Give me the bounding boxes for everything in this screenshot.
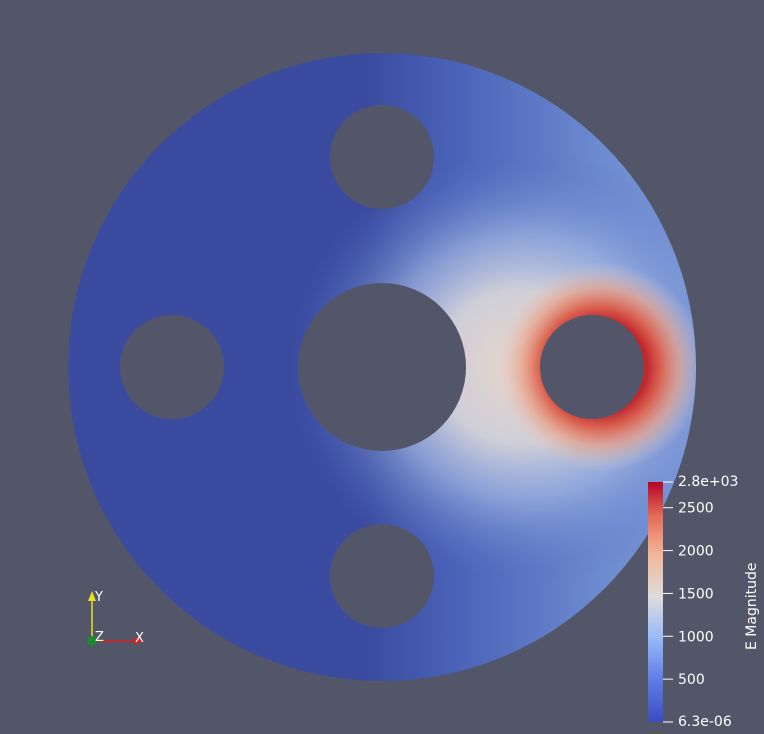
scalar-bar-ticks: 2500 2000 1500 1000 500 [663, 481, 714, 723]
scalar-bar-min-label: 6.3e-06 [678, 714, 732, 730]
orientation-axes: X Y Z [87, 590, 144, 646]
scalar-bar-tick-label: 1000 [678, 629, 714, 645]
scalar-bar-tick-label: 500 [678, 672, 705, 688]
scalar-bar-tick-label: 2000 [678, 544, 714, 560]
scalar-bar-tick-label: 2500 [678, 501, 714, 517]
y-axis-arrow-icon [88, 591, 96, 601]
scalar-bar-colormap [648, 482, 663, 722]
z-axis-dot-icon [87, 636, 97, 646]
scalar-bar[interactable]: 2500 2000 1500 1000 500 2.8e+03 6.3e-06 E Ma… [648, 474, 760, 730]
scalar-bar-title: E Magnitude [744, 563, 760, 650]
x-axis-label: X [135, 631, 144, 646]
scalar-bar-tick-label: 1500 [678, 586, 714, 602]
z-axis-label: Z [95, 630, 104, 645]
scalar-bar-max-label: 2.8e+03 [678, 474, 738, 490]
y-axis-label: Y [94, 590, 103, 605]
x-axis-arrow-icon [134, 637, 144, 645]
